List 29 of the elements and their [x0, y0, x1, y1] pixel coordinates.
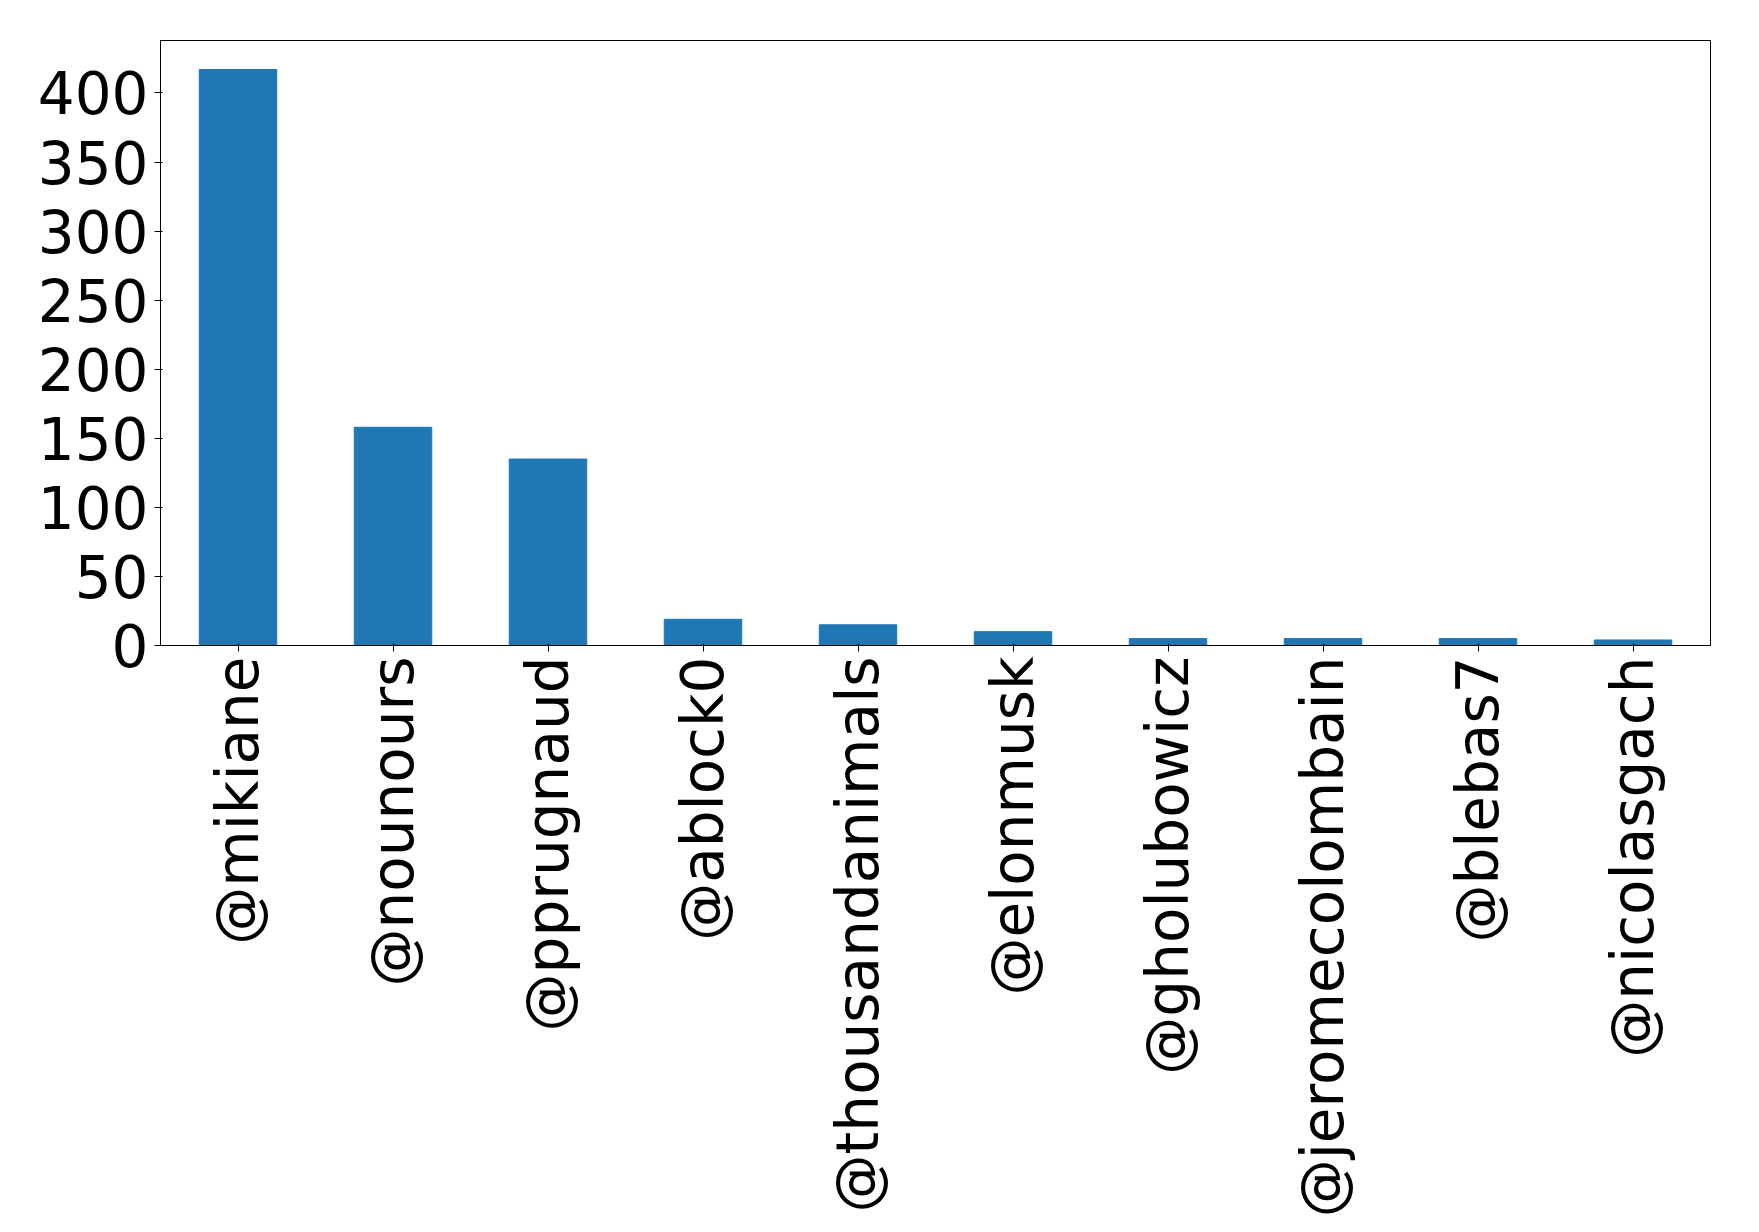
y-tick-label: 150 — [37, 405, 149, 474]
bar — [353, 426, 433, 646]
y-tick-label: 250 — [37, 267, 149, 336]
y-tick-label: 50 — [74, 543, 149, 612]
x-tick-label: @pprugnaud — [514, 656, 582, 1032]
x-tick-label: @jeromecolombain — [1289, 656, 1357, 1218]
y-tick-label: 100 — [37, 474, 149, 543]
x-tick-label: @gholubowicz — [1134, 656, 1202, 1075]
y-tick-label: 300 — [37, 198, 149, 267]
bar — [1438, 638, 1518, 646]
bar — [1283, 638, 1363, 646]
x-tick-label: @nounours — [359, 656, 427, 987]
bar — [1593, 639, 1673, 646]
y-tick-label: 200 — [37, 336, 149, 405]
bar — [508, 458, 588, 646]
x-tick-label: @thousandanimals — [824, 656, 892, 1213]
x-tick-label: @ablock0 — [669, 656, 737, 941]
bar — [198, 69, 278, 646]
bar — [663, 618, 743, 646]
y-tick-label: 400 — [37, 60, 149, 129]
y-tick-label: 0 — [111, 613, 149, 681]
x-tick-label: @nicolasgach — [1599, 656, 1667, 1058]
bar — [973, 631, 1053, 646]
x-tick-label: @elonmusk — [979, 656, 1047, 996]
x-tick-label: @blebas7 — [1444, 656, 1512, 943]
y-tick-label: 350 — [37, 129, 149, 198]
bar — [1128, 638, 1208, 646]
bar — [818, 624, 898, 646]
x-tick-label: @mikiane — [204, 656, 272, 945]
